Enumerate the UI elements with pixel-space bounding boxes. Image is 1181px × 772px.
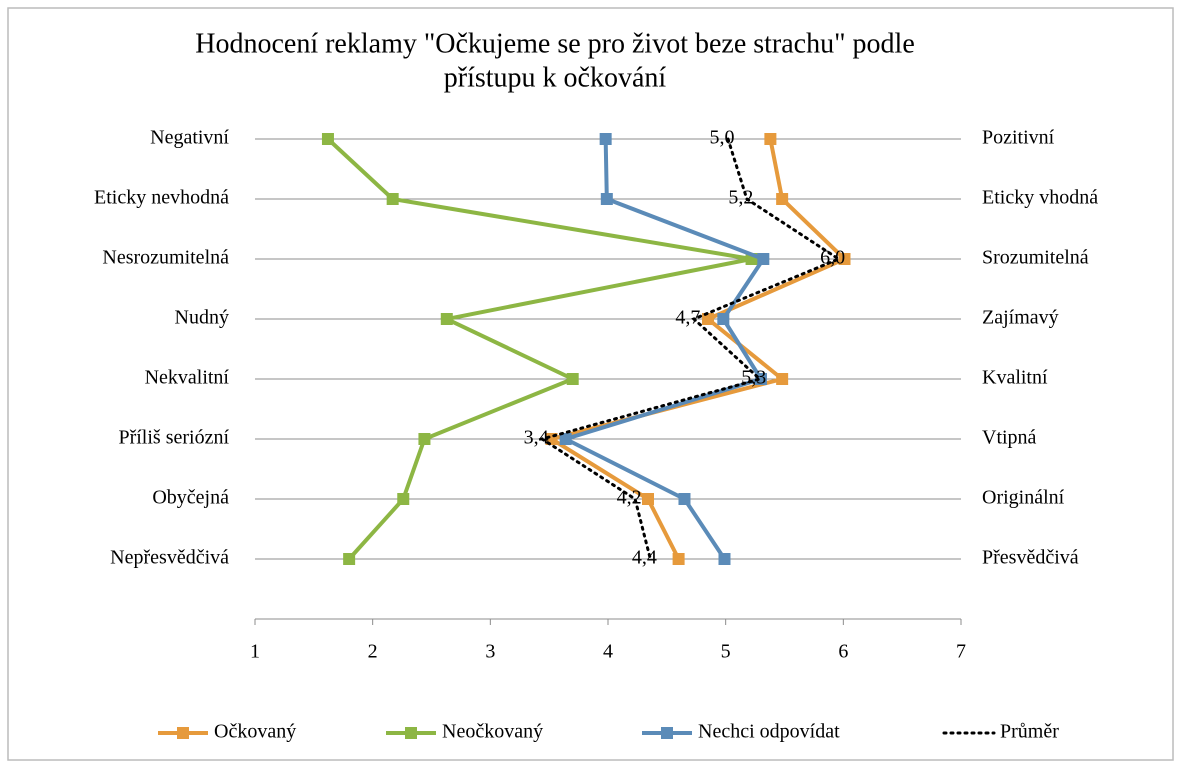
right-label: Eticky vhodná [982, 187, 1098, 209]
right-label: Zajímavý [982, 307, 1059, 329]
data-label: 4,7 [675, 307, 700, 329]
chart-title: přístupu k očkování [444, 62, 667, 93]
chart-title: Hodnocení reklamy "Očkujeme se pro život… [195, 28, 915, 59]
x-tick-label: 4 [603, 641, 613, 663]
data-label: 5,3 [741, 367, 766, 389]
series-line [546, 138, 849, 560]
marker [566, 373, 579, 385]
marker [678, 493, 691, 505]
marker [599, 133, 612, 145]
legend-marker [405, 727, 417, 739]
marker [440, 313, 453, 325]
x-tick-label: 6 [838, 641, 848, 663]
data-label: 3,4 [524, 427, 549, 449]
marker [672, 553, 685, 565]
marker [642, 493, 655, 505]
x-tick-label: 2 [368, 641, 378, 663]
data-label: 4,4 [632, 547, 657, 569]
left-label: Nepřesvědčivá [110, 547, 229, 569]
data-label: 6,0 [820, 247, 845, 269]
left-label: Příliš seriózní [118, 427, 229, 449]
legend-marker [661, 727, 673, 739]
right-label: Pozitivní [982, 127, 1055, 149]
series-line [326, 137, 752, 561]
marker [386, 193, 399, 205]
left-label: Nudný [175, 307, 229, 329]
legend-label: Nechci odpovídat [698, 721, 840, 743]
series-line [560, 138, 767, 561]
legend-marker [177, 727, 189, 739]
marker [718, 553, 731, 565]
data-label: 4,2 [617, 487, 642, 509]
right-label: Přesvědčivá [982, 547, 1079, 569]
left-label: Nesrozumitelná [102, 247, 229, 269]
marker [838, 253, 851, 265]
marker [418, 433, 431, 445]
marker [397, 493, 410, 505]
left-label: Obyčejná [152, 487, 229, 509]
chart-border [7, 7, 1174, 761]
marker [559, 433, 572, 445]
right-label: Srozumitelná [982, 247, 1089, 269]
x-tick-label: 1 [250, 641, 260, 663]
x-tick-label: 5 [721, 641, 731, 663]
legend-label: Očkovaný [214, 721, 296, 743]
marker [702, 313, 715, 325]
x-tick-label: 3 [485, 641, 495, 663]
marker [764, 133, 777, 145]
marker [757, 253, 770, 265]
marker [776, 193, 789, 205]
series-line [538, 137, 842, 561]
right-label: Originální [982, 487, 1065, 509]
data-label: 5,2 [728, 187, 753, 209]
marker [321, 133, 334, 145]
left-label: Eticky nevhodná [94, 187, 229, 209]
right-label: Kvalitní [982, 367, 1048, 389]
legend-label: Průměr [1000, 721, 1059, 743]
legend-label: Neočkovaný [442, 721, 543, 743]
marker [776, 373, 789, 385]
marker [343, 553, 356, 565]
marker [717, 313, 730, 325]
right-label: Vtipná [982, 427, 1037, 449]
left-label: Negativní [150, 127, 229, 149]
x-tick-label: 7 [956, 641, 966, 663]
data-label: 5,0 [710, 127, 735, 149]
marker [600, 193, 613, 205]
left-label: Nekvalitní [145, 367, 230, 389]
